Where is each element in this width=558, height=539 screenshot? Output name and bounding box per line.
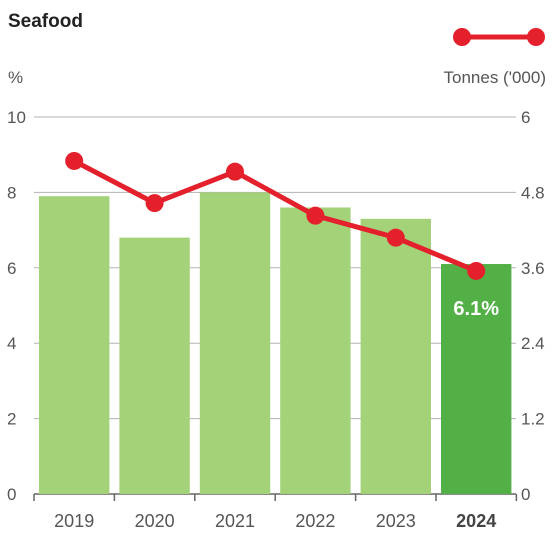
x-tick-label: 2024 — [456, 511, 496, 531]
line-point-2021 — [226, 162, 244, 181]
left-tick-label: 0 — [7, 485, 16, 504]
left-axis-ticks: 0 2 4 6 8 10 — [7, 108, 26, 504]
line-point-2024 — [467, 261, 486, 280]
x-tick-label: 2023 — [376, 511, 416, 531]
right-tick-label: 0 — [521, 485, 530, 504]
left-axis-label: % — [8, 68, 23, 87]
bars: 6.1% — [39, 192, 512, 495]
left-tick-label: 6 — [7, 259, 16, 278]
right-tick-label: 2.4 — [521, 334, 545, 353]
bar-2022 — [280, 207, 351, 495]
line-series — [65, 151, 486, 280]
x-tick-label: 2021 — [215, 511, 255, 531]
right-tick-label: 4.8 — [521, 183, 545, 202]
highlight-data-label: 6.1% — [453, 298, 499, 320]
left-tick-label: 10 — [7, 108, 26, 127]
legend-marker-left — [453, 28, 471, 46]
bar-2019 — [39, 196, 110, 495]
bar-2020 — [119, 237, 190, 494]
x-tick-label: 2022 — [295, 511, 335, 531]
line-point-2019 — [65, 151, 84, 170]
right-tick-label: 3.6 — [521, 259, 545, 278]
left-tick-label: 2 — [7, 410, 16, 429]
line-point-2020 — [145, 194, 164, 213]
line-point-2023 — [386, 228, 405, 247]
left-tick-label: 8 — [7, 183, 16, 202]
right-tick-label: 1.2 — [521, 410, 545, 429]
legend — [453, 28, 545, 46]
right-axis-label: Tonnes ('000) — [444, 68, 546, 87]
bar-2021 — [199, 192, 271, 494]
right-axis-ticks: 0 1.2 2.4 3.6 4.8 6 — [521, 108, 545, 504]
x-tick-label: 2019 — [54, 511, 94, 531]
tonnes-line — [73, 158, 478, 274]
legend-marker-right — [527, 28, 545, 46]
chart-title: Seafood — [8, 11, 83, 32]
bar-2024 — [441, 264, 512, 494]
right-tick-label: 6 — [521, 108, 530, 127]
line-point-2022 — [306, 206, 325, 225]
bar-2023 — [360, 218, 431, 495]
x-axis: 2019 2020 2021 2022 2023 2024 — [33, 494, 518, 531]
x-tick-label: 2020 — [135, 511, 175, 531]
left-tick-label: 4 — [7, 334, 16, 353]
